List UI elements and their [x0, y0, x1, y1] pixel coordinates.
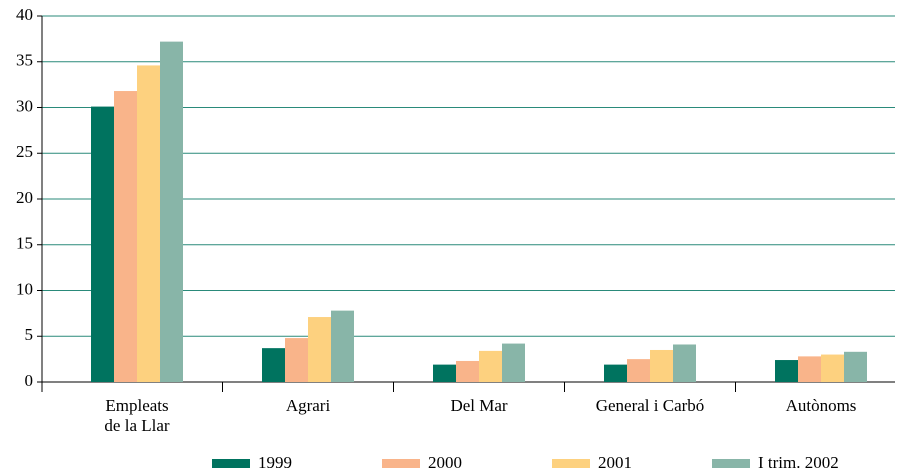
- legend-swatch: [382, 459, 420, 468]
- y-tick-label: 15: [16, 234, 33, 253]
- legend-label: I trim. 2002: [758, 453, 839, 472]
- bar: [821, 354, 844, 382]
- bar: [650, 349, 673, 382]
- y-tick-label: 30: [16, 96, 33, 115]
- x-tick-label: Empleats de la Llar: [104, 396, 170, 435]
- x-tick-label: General i Carbó: [595, 396, 705, 415]
- y-tick-label: 35: [16, 51, 33, 70]
- bar: [91, 106, 114, 383]
- bar: [673, 344, 696, 382]
- x-tick-label: Del Mar: [450, 396, 508, 415]
- bar: [798, 356, 821, 382]
- bar: [627, 359, 650, 382]
- bar: [775, 360, 798, 382]
- legend-label: 2001: [598, 453, 632, 472]
- x-tick-label: Agrari: [285, 396, 331, 415]
- legend-swatch: [712, 459, 750, 468]
- bar: [308, 317, 331, 382]
- bar: [604, 364, 627, 382]
- y-tick-label: 5: [25, 325, 34, 344]
- y-tick-label: 25: [16, 142, 33, 161]
- legend-swatch: [212, 459, 250, 468]
- bar: [331, 310, 354, 382]
- legend-label: 1999: [258, 453, 292, 472]
- y-tick-label: 10: [16, 279, 33, 298]
- legend-label: 2000: [428, 453, 462, 472]
- x-tick-label: Autònoms: [785, 396, 857, 415]
- bar: [479, 350, 502, 382]
- y-tick-label: 20: [16, 188, 33, 207]
- bar: [262, 348, 285, 382]
- y-tick-label: 0: [25, 371, 34, 390]
- bar: [285, 338, 308, 382]
- y-tick-label: 40: [16, 5, 33, 24]
- bar: [114, 91, 137, 382]
- bar: [456, 360, 479, 382]
- bar: [502, 343, 525, 382]
- bar: [433, 364, 456, 382]
- legend-swatch: [552, 459, 590, 468]
- bar: [137, 65, 160, 382]
- bar: [160, 41, 183, 383]
- bar: [844, 351, 867, 382]
